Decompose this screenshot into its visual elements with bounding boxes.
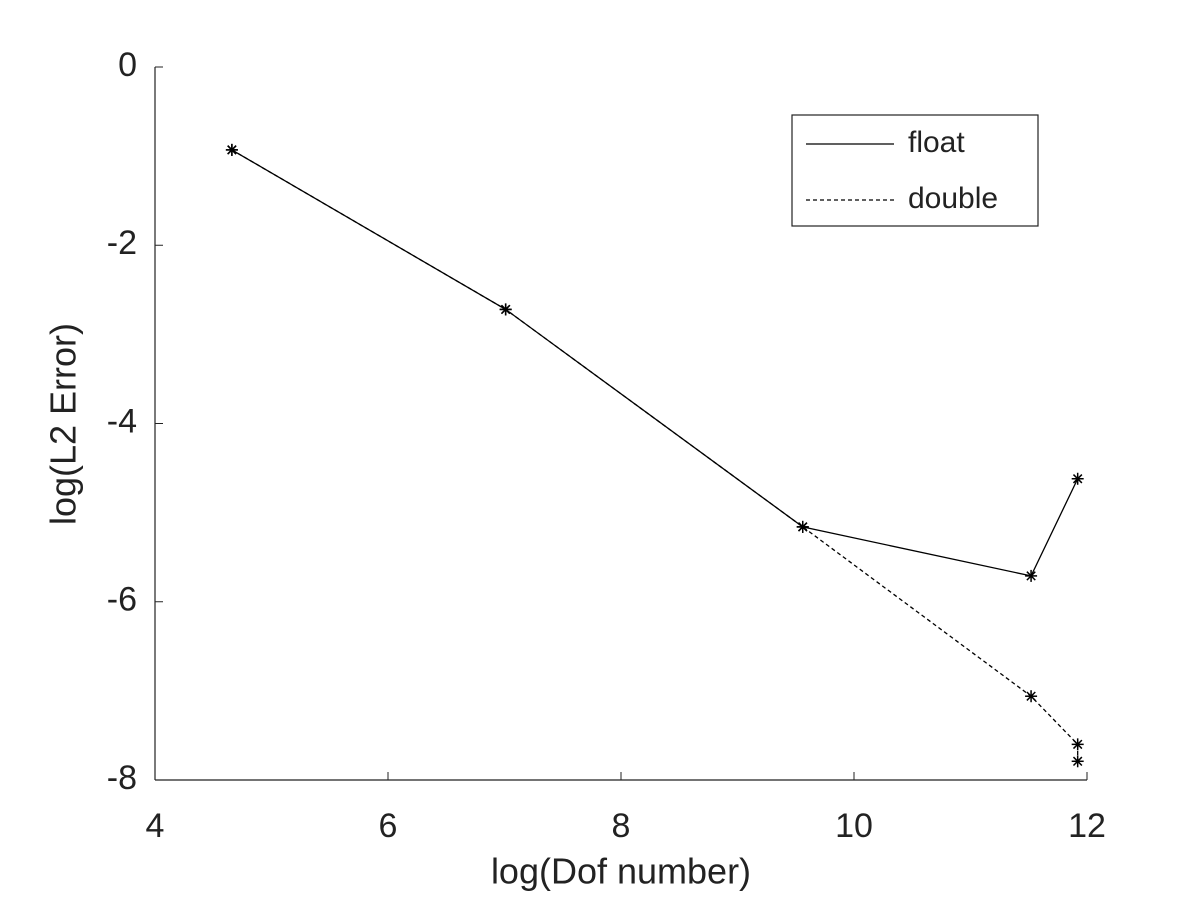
marker-stroke [227, 145, 237, 155]
legend-label: float [908, 126, 965, 159]
x-tick-label: 8 [612, 807, 631, 845]
marker-stroke [1072, 756, 1083, 767]
data-point [796, 520, 809, 533]
marker-stroke [1026, 691, 1036, 701]
marker-stroke [1072, 474, 1083, 484]
y-tick-label: 0 [118, 46, 137, 84]
x-tick-label: 6 [379, 807, 398, 845]
legend-box [791, 114, 1039, 227]
data-point [1071, 755, 1084, 768]
data-point [1071, 738, 1084, 751]
x-axis-title: log(Dof number) [491, 851, 751, 892]
x-tick-label: 10 [835, 807, 873, 845]
series-line [231, 149, 1079, 762]
marker-stroke [1026, 571, 1036, 581]
data-point [225, 143, 238, 156]
marker-stroke [798, 522, 808, 532]
y-tick-label: -8 [107, 759, 137, 797]
data-point [1071, 472, 1084, 485]
data-point [499, 303, 512, 316]
y-tick-label: -6 [107, 581, 137, 619]
data-point [1025, 569, 1038, 582]
data-point [1025, 690, 1038, 703]
x-tick-label: 12 [1068, 807, 1106, 845]
y-tick-label: -4 [107, 402, 137, 440]
marker-stroke [500, 304, 511, 315]
marker-stroke [1072, 739, 1083, 750]
y-axis-title: log(L2 Error) [43, 323, 84, 525]
x-tick-label: 4 [146, 807, 165, 845]
legend-label: double [908, 182, 998, 215]
y-tick-label: -2 [107, 224, 137, 262]
